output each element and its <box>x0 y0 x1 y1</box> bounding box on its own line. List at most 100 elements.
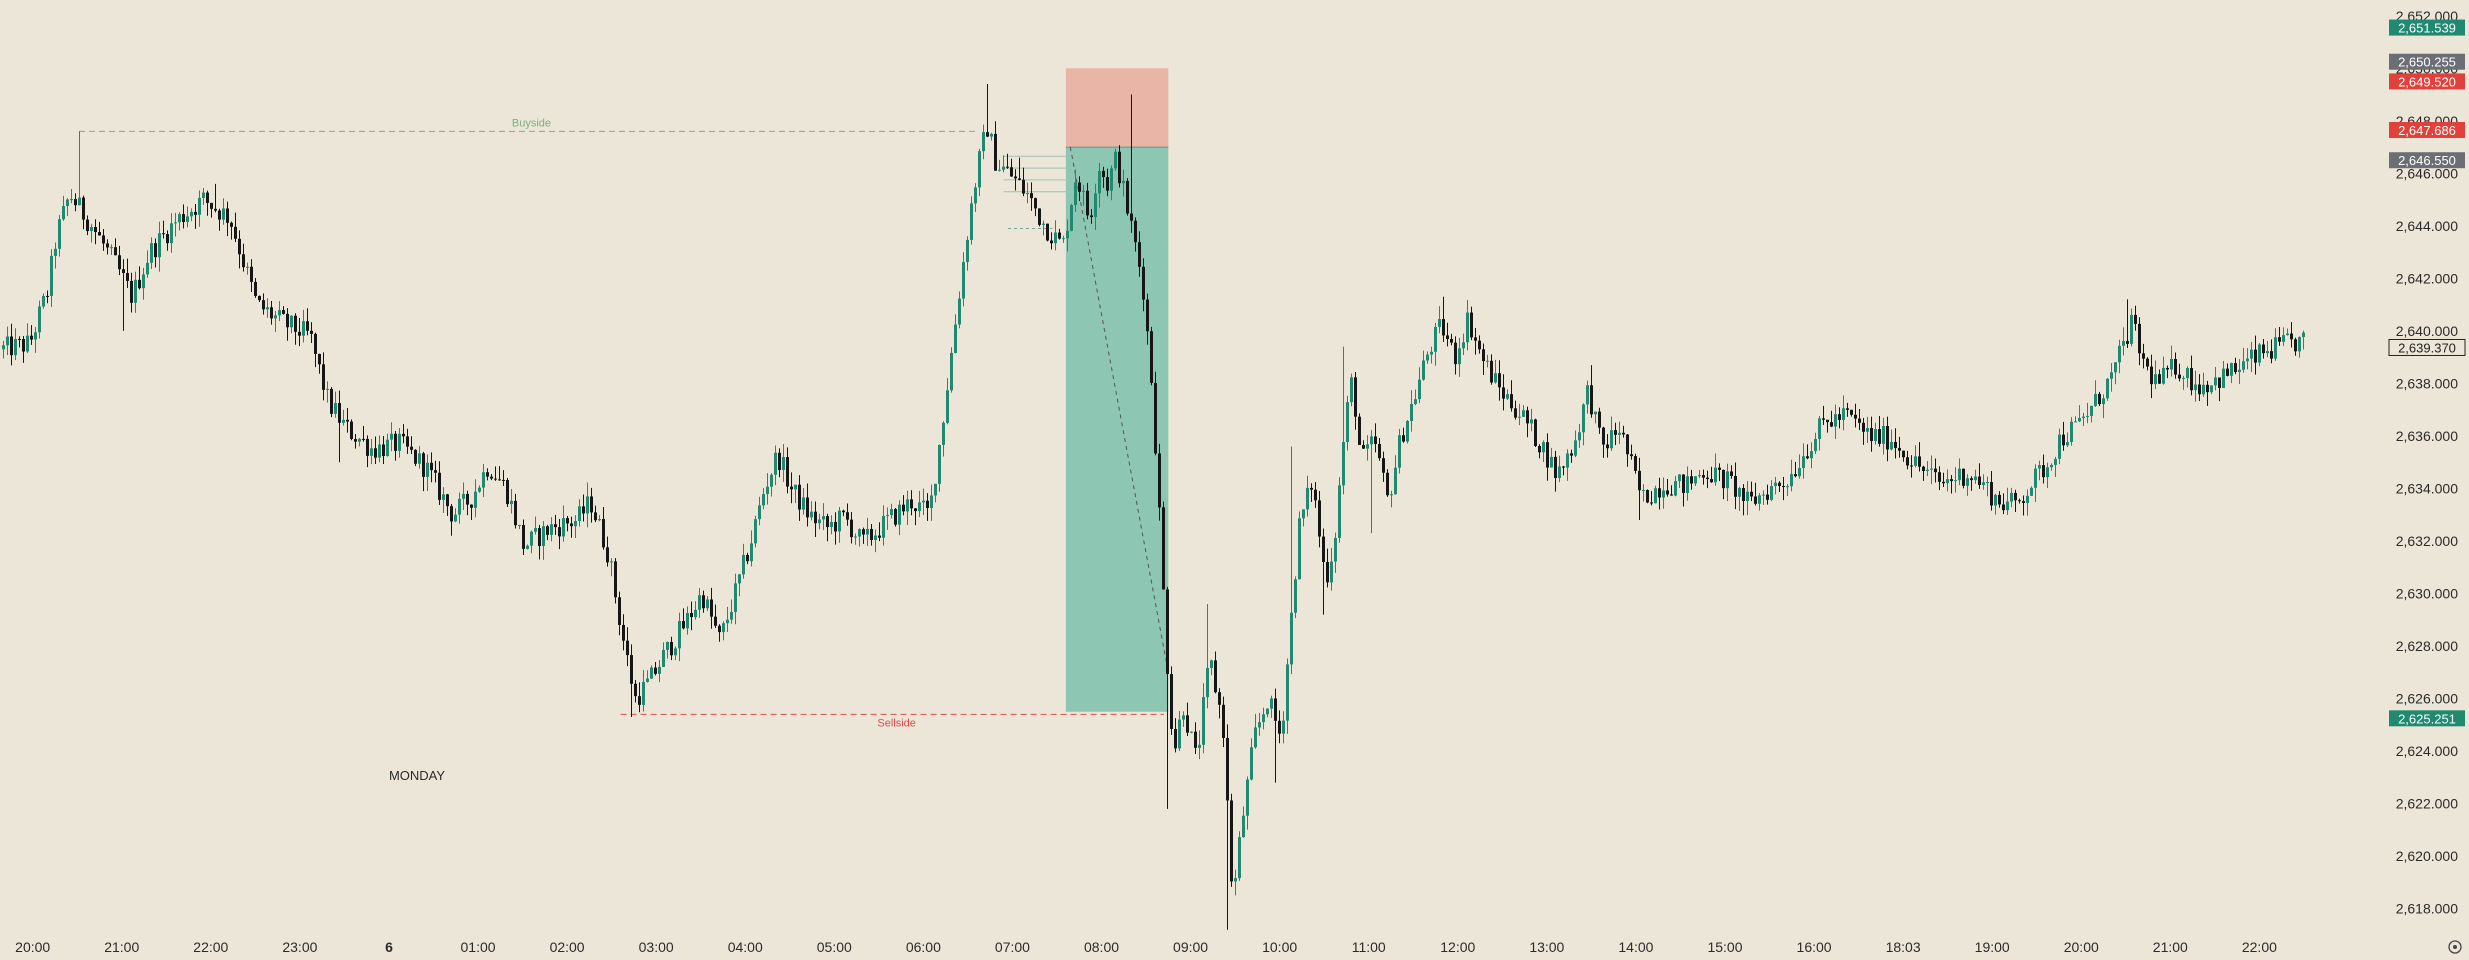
candle-body <box>962 262 965 299</box>
candle-body <box>1410 403 1413 421</box>
day-annotation: MONDAY <box>389 768 445 783</box>
candle-body <box>374 448 377 458</box>
candle-body <box>542 526 545 547</box>
candle-body <box>1802 456 1805 469</box>
time-tick-label: 22:00 <box>2242 939 2277 955</box>
candle-body <box>1554 456 1557 478</box>
candle-body <box>94 226 97 233</box>
candle-body <box>694 609 697 618</box>
candle-body <box>158 233 161 258</box>
candle-body <box>806 497 809 518</box>
candle-body <box>1026 193 1029 195</box>
candle-body <box>650 667 653 679</box>
candle-body <box>2042 465 2045 478</box>
candle-body <box>430 462 433 471</box>
candle-body <box>1578 432 1581 441</box>
time-axis: 20:00 21:00 22:00 23:00 6 01:00 02:00 03:00 04:0… <box>15 939 2277 955</box>
candle-body <box>1322 536 1325 562</box>
candle-body <box>1586 385 1589 405</box>
candle-body <box>1014 176 1017 179</box>
candle-body <box>186 216 189 223</box>
candle-body <box>1498 373 1501 388</box>
candle-body <box>758 505 761 520</box>
candle-body <box>2158 374 2161 384</box>
candle-body <box>1042 223 1045 225</box>
candle-body <box>1850 409 1853 415</box>
candle-body <box>190 211 193 217</box>
candle-body <box>2146 358 2149 367</box>
candle-body <box>1594 411 1597 415</box>
candle-body <box>1834 414 1837 427</box>
candle-body <box>1106 177 1109 191</box>
candle-body <box>1646 490 1649 503</box>
candle-body <box>2006 501 2009 511</box>
candle-body <box>554 524 557 528</box>
candle-body <box>1310 487 1313 490</box>
candle-body <box>934 483 937 496</box>
candle-body <box>342 419 345 423</box>
candle-body <box>382 444 385 457</box>
candle-body <box>530 531 533 546</box>
time-tick-label: 13:00 <box>1529 939 1564 955</box>
time-tick-label: 06:00 <box>906 939 941 955</box>
candle-body <box>986 132 989 137</box>
candle-body <box>2014 492 2017 501</box>
candle-body <box>966 239 969 263</box>
candle-body <box>1450 339 1453 343</box>
candle-body <box>334 403 337 414</box>
candle-body <box>1750 491 1753 497</box>
candle-body <box>378 444 381 458</box>
candle-body <box>990 133 993 137</box>
candle-body <box>222 208 225 220</box>
candle-body <box>770 474 773 487</box>
candle-body <box>498 479 501 481</box>
price-badge <box>2389 73 2465 90</box>
candle-body <box>234 226 237 239</box>
candle-body <box>958 298 961 325</box>
candle-body <box>1446 335 1449 340</box>
candle-body <box>686 612 689 629</box>
candle-body <box>854 536 857 538</box>
candle-body <box>1338 485 1341 538</box>
candle-body <box>22 339 25 352</box>
candle-body <box>2030 487 2033 496</box>
candle-body <box>126 272 129 281</box>
time-tick-label: 12:00 <box>1440 939 1475 955</box>
candle-body <box>1938 472 1941 482</box>
candle-body <box>1358 416 1361 446</box>
candle-body <box>2066 442 2069 446</box>
candle-body <box>2142 353 2145 359</box>
candle-body <box>1382 458 1385 473</box>
candle-body <box>1266 708 1269 715</box>
candle-body <box>2110 372 2113 379</box>
candle-body <box>1538 445 1541 453</box>
candle-body <box>470 504 473 508</box>
candle-body <box>2170 359 2173 370</box>
candle-body <box>1074 182 1077 206</box>
candle-body <box>1906 457 1909 466</box>
candle-body <box>1158 453 1161 508</box>
settings-gear-icon[interactable] <box>2448 940 2462 954</box>
price-badge <box>2389 122 2465 139</box>
candle-body <box>1650 502 1653 504</box>
candle-body <box>62 206 65 220</box>
candle-body <box>1702 475 1705 478</box>
candle-body <box>2242 361 2245 370</box>
candle-body <box>1174 728 1177 749</box>
candle-body <box>882 515 885 538</box>
candle-body <box>450 506 453 522</box>
candle-body <box>1082 190 1085 192</box>
candle-body <box>1630 454 1633 457</box>
candle-body <box>2218 377 2221 388</box>
candle-body <box>1458 348 1461 365</box>
candle-body <box>914 508 917 512</box>
candle-body <box>1654 488 1657 504</box>
candle-body <box>1610 430 1613 449</box>
candle-body <box>982 132 985 152</box>
candle-body <box>338 403 341 423</box>
candle-body <box>886 515 889 517</box>
candle-body <box>570 523 573 527</box>
price-tick-label: 2,624.000 <box>2396 743 2458 759</box>
